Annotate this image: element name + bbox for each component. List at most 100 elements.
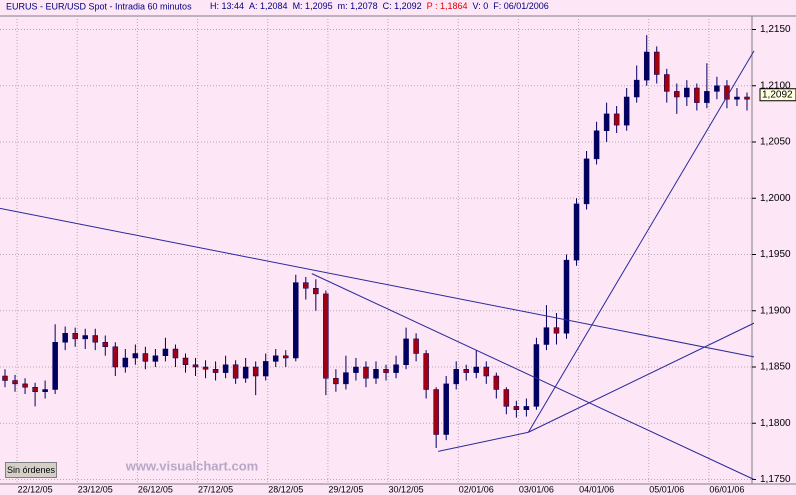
candle-body [353, 366, 359, 373]
header-info: H: 13:44 A: 1,2084 M: 1,2095 m: 1,2078 C: 1,… [210, 1, 549, 11]
candle-body [82, 335, 88, 340]
candle-body [152, 355, 159, 362]
x-tick-label: 22/12/05 [18, 484, 53, 494]
candle-body [543, 327, 550, 345]
candle-body [293, 282, 299, 359]
info-item: P : 1,1864 [427, 1, 468, 11]
x-tick-label: 06/01/06 [709, 484, 744, 494]
candle-body [533, 344, 540, 407]
trendline [528, 322, 755, 433]
candle-body [704, 91, 710, 103]
candle-body [252, 366, 259, 377]
candle-body [463, 369, 469, 373]
candle-body [473, 366, 480, 373]
candle-body [162, 348, 169, 356]
y-tick-label: 1,1750 [760, 474, 791, 485]
trendline [438, 431, 529, 452]
candle-body [423, 353, 429, 390]
candle-body [363, 366, 369, 379]
candle-body [52, 342, 58, 390]
trendline [527, 50, 755, 433]
candle-body [653, 51, 660, 75]
candle-body [122, 357, 129, 368]
candle-body [563, 259, 570, 334]
candle-body [413, 338, 419, 354]
chart-title: EURUS - EUR/USD Spot - Intradia 60 minut… [6, 1, 192, 11]
y-tick-label: 1,1850 [760, 362, 791, 373]
x-tick-label: 23/12/05 [78, 484, 113, 494]
candle-body [212, 369, 219, 373]
candle-body [323, 293, 329, 379]
candle-body [553, 327, 560, 334]
y-tick-label: 1,1950 [760, 249, 791, 260]
trendline [311, 273, 755, 480]
candle-body [272, 355, 279, 362]
candle-body [664, 74, 670, 92]
candle-body [714, 85, 720, 92]
candle-body [583, 158, 590, 205]
candle-body [483, 366, 490, 377]
candle-body [734, 96, 740, 100]
candle-body [92, 335, 99, 343]
candle-body [523, 406, 530, 410]
candle-body [343, 372, 349, 385]
candle-body [674, 91, 680, 98]
candle-body [383, 369, 389, 373]
candle-body [633, 79, 640, 98]
last-price-label: 1,2092 [762, 89, 793, 100]
y-tick-label: 1,2150 [760, 24, 791, 35]
candle-body [513, 406, 520, 410]
y-tick-label: 1,2050 [760, 137, 791, 148]
candle-body [222, 364, 229, 373]
candle-body [623, 96, 630, 126]
candle-body [232, 364, 239, 379]
candle-body [603, 113, 610, 131]
candle-body [32, 387, 38, 392]
candle-body [613, 113, 620, 126]
y-tick-label: 1,1900 [760, 305, 791, 316]
candle-body [313, 288, 319, 295]
candle-body [192, 364, 199, 368]
x-tick-label: 27/12/05 [198, 484, 233, 494]
info-item: C: 1,2092 [383, 1, 422, 11]
candle-body [433, 389, 439, 435]
info-item: H: 13:44 [210, 1, 244, 11]
candle-body [112, 346, 119, 368]
candle-body [62, 333, 68, 343]
candle-body [643, 51, 650, 81]
x-tick-label: 05/01/06 [649, 484, 684, 494]
candle-body [403, 338, 409, 365]
orders-button[interactable]: Sin órdenes [5, 462, 57, 478]
candle-body [333, 378, 339, 385]
candle-body [443, 383, 449, 435]
candle-body [453, 369, 459, 385]
candle-body [22, 383, 28, 388]
info-item: F: 06/01/2006 [493, 1, 549, 11]
candle-body [12, 380, 18, 385]
candle-body [262, 361, 269, 377]
info-item: A: 1,2084 [249, 1, 288, 11]
candle-body [102, 342, 109, 347]
last-price-box [759, 88, 796, 102]
candle-body [593, 130, 600, 160]
candle-body [202, 366, 209, 370]
info-item: M: 1,2095 [293, 1, 333, 11]
x-tick-label: 26/12/05 [138, 484, 173, 494]
x-tick-label: 28/12/05 [268, 484, 303, 494]
candle-body [744, 96, 750, 100]
y-tick-label: 1,2000 [760, 193, 791, 204]
watermark: www.visualchart.com [125, 458, 258, 473]
candle-body [573, 203, 580, 261]
y-tick-label: 1,2100 [760, 80, 791, 91]
info-item: V: 0 [473, 1, 489, 11]
x-tick-label: 04/01/06 [579, 484, 614, 494]
candle-body [242, 366, 249, 379]
candle-body [393, 364, 399, 373]
x-tick-label: 30/12/05 [389, 484, 424, 494]
x-tick-label: 29/12/05 [328, 484, 363, 494]
trendline [0, 207, 755, 358]
